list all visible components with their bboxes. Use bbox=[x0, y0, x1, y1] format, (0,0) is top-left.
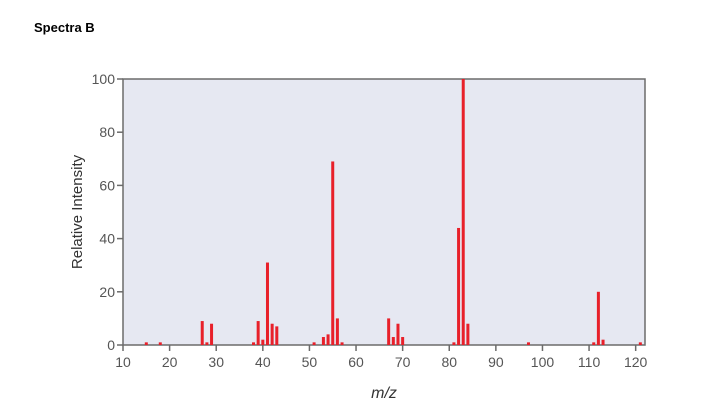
spectrum-bar bbox=[265, 262, 269, 345]
spectrum-bar bbox=[401, 337, 405, 345]
spectrum-bar bbox=[335, 318, 339, 345]
spectrum-bar bbox=[331, 161, 335, 345]
x-tick-label: 60 bbox=[348, 354, 364, 370]
y-tick-label: 40 bbox=[99, 231, 115, 247]
x-tick-label: 20 bbox=[162, 354, 178, 370]
spectrum-heading: Spectra B bbox=[34, 20, 95, 35]
spectrum-bar bbox=[387, 318, 391, 345]
spectrum-bar bbox=[638, 342, 642, 345]
x-tick-label: 80 bbox=[441, 354, 457, 370]
spectrum-bar bbox=[275, 326, 279, 345]
y-axis: 0 20 40 60 80 100 bbox=[92, 71, 123, 353]
x-axis: 10 20 30 40 50 60 70 80 90 100 110 120 bbox=[115, 345, 648, 370]
y-tick-label: 20 bbox=[99, 284, 115, 300]
spectrum-bar bbox=[270, 323, 274, 345]
spectrum-bar bbox=[252, 342, 255, 345]
x-tick-label: 100 bbox=[531, 354, 555, 370]
spectrum-bar bbox=[312, 342, 316, 345]
spectrum-bar bbox=[461, 79, 465, 345]
y-tick-label: 100 bbox=[92, 71, 116, 87]
spectrum-bar bbox=[601, 339, 605, 345]
x-tick-label: 30 bbox=[208, 354, 224, 370]
spectrum-bars bbox=[144, 79, 642, 345]
x-tick-label: 70 bbox=[395, 354, 411, 370]
x-tick-label: 10 bbox=[115, 354, 131, 370]
spectrum-bar bbox=[144, 342, 148, 345]
x-tick-label: 110 bbox=[578, 354, 601, 370]
spectrum-bar bbox=[261, 339, 265, 345]
spectrum-bar bbox=[210, 323, 214, 345]
y-axis-title: Relative Intensity bbox=[69, 154, 86, 269]
x-tick-label: 50 bbox=[302, 354, 318, 370]
spectrum-bar bbox=[466, 323, 470, 345]
spectrum-bar bbox=[596, 291, 600, 345]
spectrum-bar bbox=[457, 227, 461, 345]
y-tick-label: 80 bbox=[99, 124, 115, 140]
x-tick-label: 90 bbox=[488, 354, 504, 370]
y-tick-label: 0 bbox=[107, 337, 115, 353]
spectrum-bar bbox=[205, 342, 209, 345]
plot-area bbox=[122, 78, 646, 346]
spectrum-bar bbox=[391, 337, 395, 345]
spectrum-bar bbox=[158, 342, 162, 345]
x-tick-label: 120 bbox=[624, 354, 648, 370]
x-axis-title: m/z bbox=[371, 385, 397, 402]
spectrum-bar bbox=[592, 342, 596, 345]
spectrum-bar bbox=[396, 323, 400, 345]
spectrum-bar bbox=[326, 334, 330, 345]
spectrum-bar bbox=[452, 342, 456, 345]
y-tick-label: 60 bbox=[99, 177, 115, 193]
spectrum-bar bbox=[526, 342, 530, 345]
x-tick-label: 40 bbox=[255, 354, 271, 370]
spectrum-bar bbox=[256, 321, 260, 345]
spectrum-bar bbox=[200, 321, 204, 345]
spectrum-bar bbox=[321, 337, 325, 345]
spectrum-bar bbox=[340, 342, 344, 345]
